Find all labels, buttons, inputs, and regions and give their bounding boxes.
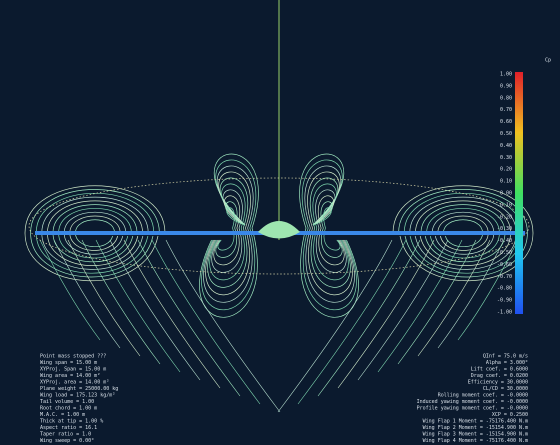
result-line: Efficiency = 30.0000: [468, 380, 528, 386]
info-line: Tail volume = 1.00: [40, 399, 94, 405]
info-line: Wing load = 175.123 kg/m²: [40, 393, 115, 399]
info-line: M.A.C. = 1.00 m: [40, 412, 85, 418]
result-line: Wing Flap 4 Moment = -75176.400 N.m: [423, 438, 528, 444]
result-line: CL/CD = 30.0000: [483, 386, 528, 392]
legend-label: -0.30: [497, 226, 512, 232]
info-line: Thick at tip = 1.00 %: [40, 419, 103, 425]
legend-label: 1.00: [500, 72, 512, 78]
result-line: Drag coef. = 0.0200: [471, 373, 528, 379]
legend-label: 0.10: [500, 179, 512, 185]
legend-label: -0.90: [497, 298, 512, 304]
info-line: Wing area = 14.00 m²: [40, 373, 100, 379]
result-line: Wing Flap 1 Moment = -75176.400 N.m: [423, 419, 528, 425]
legend-label: 0.90: [500, 83, 512, 89]
result-line: QInf = 75.0 m/s: [483, 354, 528, 360]
result-line: Wing Flap 2 Moment = -15154.900 N.m: [423, 425, 528, 431]
result-line: Rolling moment coef. = -0.0000: [438, 393, 528, 399]
color-scale: [515, 72, 523, 314]
result-line: XCP = 0.2500: [492, 412, 528, 418]
legend-label: -0.10: [497, 202, 512, 208]
info-line: Aspect ratio = 16.1: [40, 425, 97, 431]
result-line: Induced yawing moment coef. = -0.0000: [417, 399, 528, 405]
legend-label: 0.50: [500, 131, 512, 137]
result-line: Lift coef. = 0.6000: [471, 367, 528, 373]
info-line: XYProj. area = 14.00 m²: [40, 380, 109, 386]
legend-label: -0.20: [497, 214, 512, 220]
result-line: Profile yawing moment coef. = -0.0000: [417, 406, 528, 412]
viewport: Cp 1.00 0.90 0.80 0.70 0.60 0.50 0.40 0.30 0.20 0…: [0, 0, 560, 445]
legend-label: 0.60: [500, 119, 512, 125]
legend-label: -0.60: [497, 262, 512, 268]
legend-label: 0.40: [500, 143, 512, 149]
legend: 1.00 0.90 0.80 0.70 0.60 0.50 0.40 0.30 0.20 0.10…: [497, 72, 512, 316]
legend-label: -1.00: [497, 310, 512, 316]
legend-label: 0.20: [500, 167, 512, 173]
result-line: Alpha = 3.000°: [486, 360, 528, 366]
legend-label: 0.00: [500, 191, 512, 197]
legend-label: 0.80: [500, 95, 512, 101]
info-line: Wing span = 15.00 m: [40, 360, 97, 366]
legend-label: 0.30: [500, 155, 512, 161]
info-line: Wing sweep = 0.00°: [40, 438, 94, 444]
info-line: Root chord = 1.00 m: [40, 406, 97, 412]
info-line: XYProj. Span = 15.00 m: [40, 367, 106, 373]
result-line: Wing Flap 3 Moment = -15154.900 N.m: [423, 432, 528, 438]
legend-label: -0.50: [497, 250, 512, 256]
legend-title: Cp: [545, 58, 551, 64]
legend-label: -0.40: [497, 238, 512, 244]
info-line: Point mass stopped ???: [40, 354, 106, 360]
legend-label: 0.70: [500, 107, 512, 113]
legend-label: -0.70: [497, 274, 512, 280]
legend-label: -0.80: [497, 286, 512, 292]
info-line: Plane weight = 25000.00 kg: [40, 386, 118, 392]
info-line: Taper ratio = 1.0: [40, 432, 91, 438]
